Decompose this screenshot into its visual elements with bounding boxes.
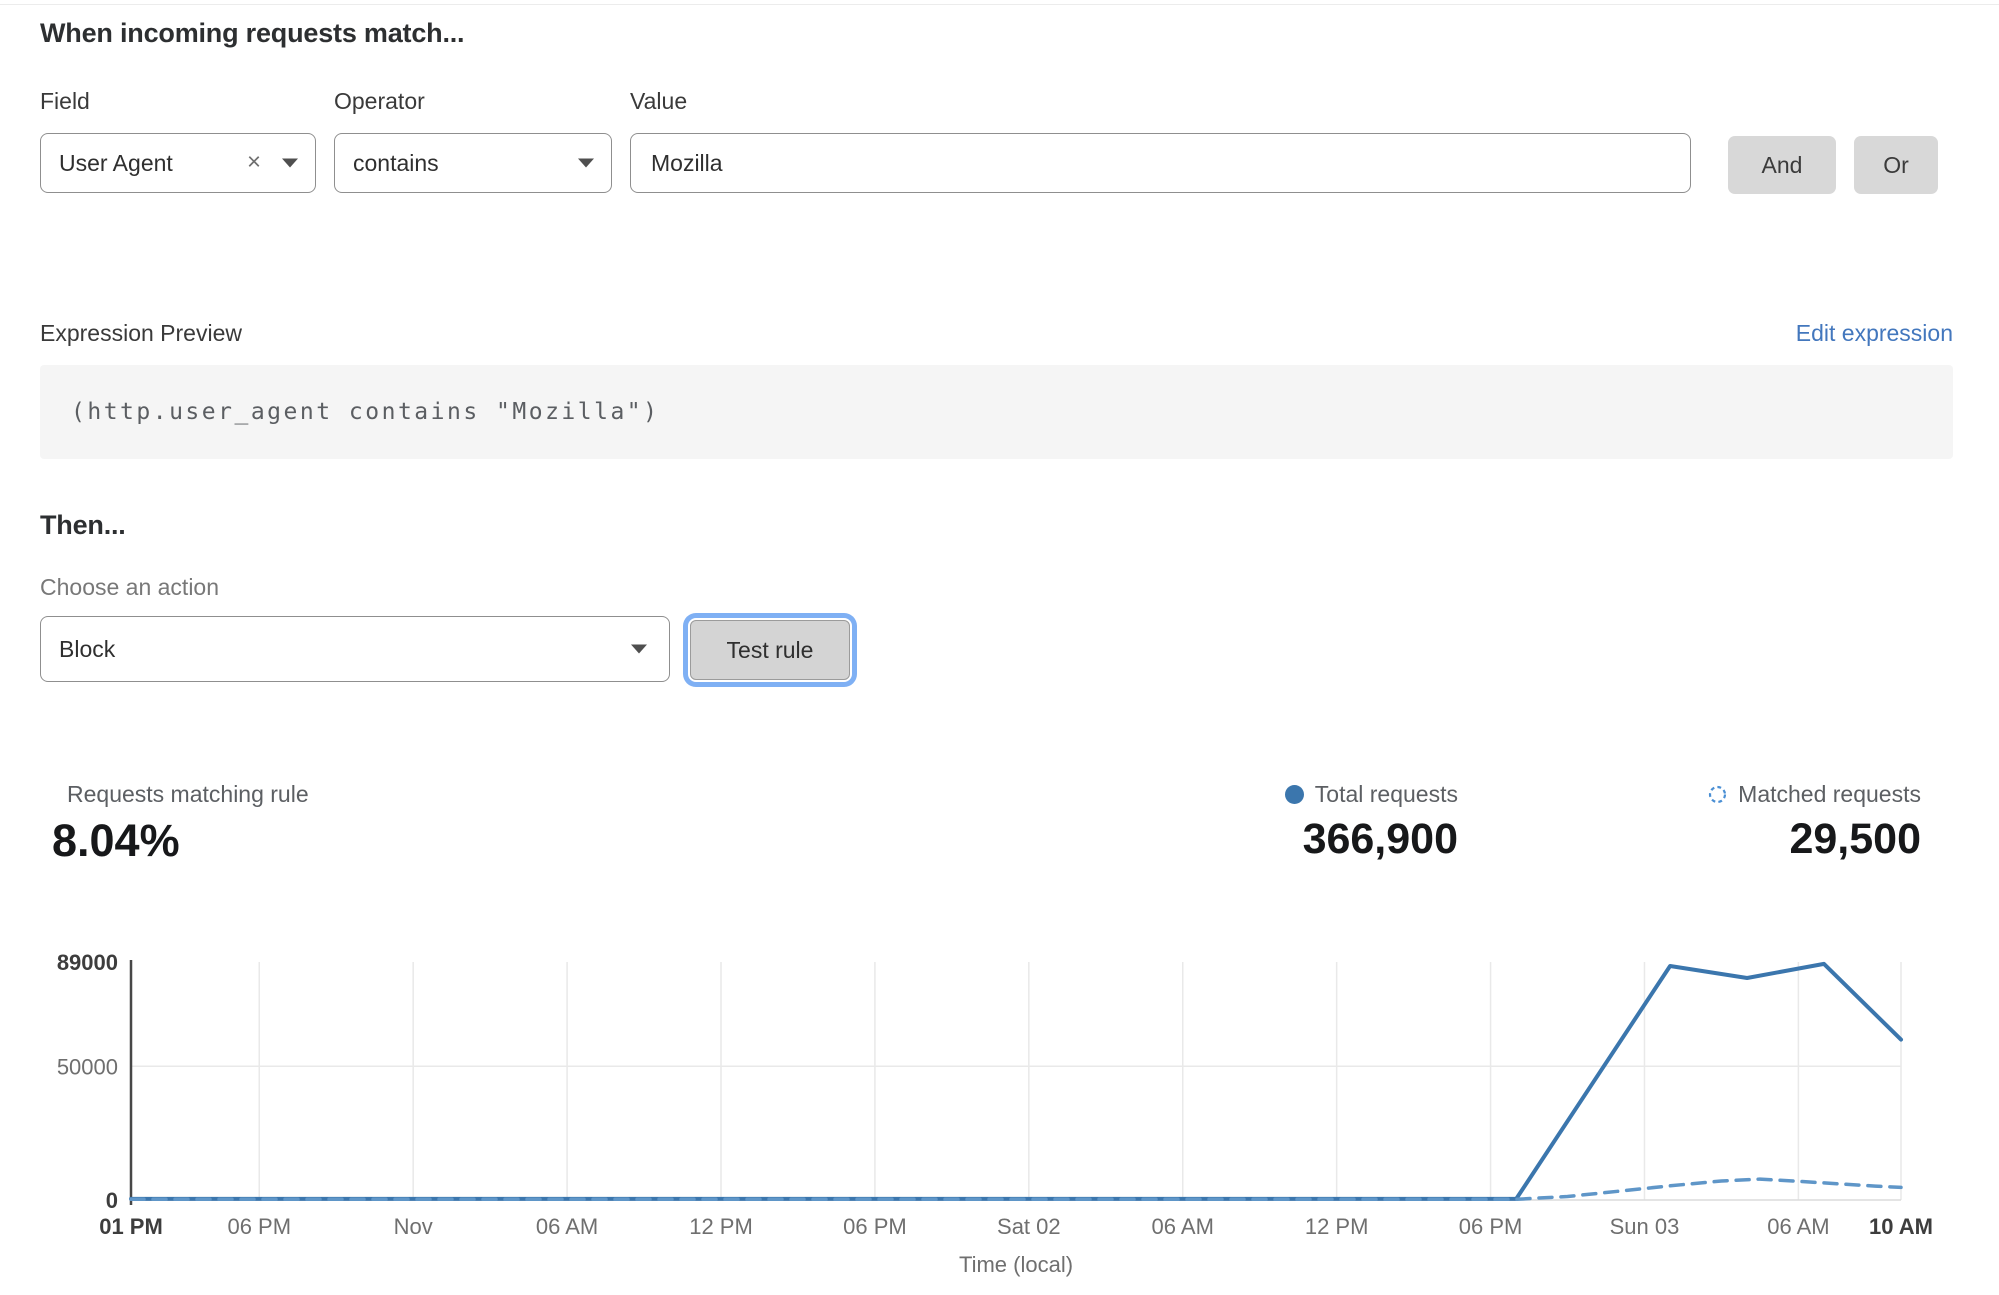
total-requests-label: Total requests <box>1314 781 1458 807</box>
choose-action-label: Choose an action <box>40 574 220 600</box>
x-tick-label: 06 PM <box>843 1214 907 1239</box>
y-tick-label: 50000 <box>57 1054 118 1079</box>
x-tick-label: 06 PM <box>1459 1214 1523 1239</box>
x-tick-label: Nov <box>394 1214 433 1239</box>
expression-code: (http.user_agent contains "Mozilla") <box>71 399 660 425</box>
x-tick-label: Sun 03 <box>1610 1214 1680 1239</box>
match-section-title: When incoming requests match... <box>40 18 465 48</box>
requests-matching-label: Requests matching rule <box>67 781 309 807</box>
matched-requests-dashed-circle-icon <box>1709 785 1727 804</box>
requests-matching-value: 8.04% <box>52 815 180 866</box>
chevron-down-icon <box>631 644 647 654</box>
field-label: Field <box>40 88 90 114</box>
total-requests-dot-icon <box>1284 785 1304 804</box>
x-tick-label: 01 PM <box>99 1214 163 1239</box>
x-tick-label: 06 AM <box>536 1214 598 1239</box>
action-select-value: Block <box>59 635 116 662</box>
clear-field-icon[interactable]: × <box>246 148 261 176</box>
or-button[interactable]: Or <box>1854 136 1938 194</box>
requests-chart-area: 0 50000 89000 01 PM 06 PM Nov 06 AM 12 PM 06 PM S… <box>0 930 1999 1295</box>
operator-select-value: contains <box>353 149 439 176</box>
operator-select[interactable]: contains <box>334 133 612 193</box>
test-rule-button[interactable]: Test rule <box>690 620 850 680</box>
field-select[interactable]: User Agent × <box>40 133 316 193</box>
x-tick-label: 06 AM <box>1152 1214 1214 1239</box>
edit-expression-link[interactable]: Edit expression <box>1795 320 1953 346</box>
chevron-down-icon <box>282 158 298 168</box>
top-divider <box>0 4 1999 5</box>
x-tick-label: 12 PM <box>1305 1214 1369 1239</box>
x-tick-label: 06 AM <box>1767 1214 1829 1239</box>
chevron-down-icon <box>578 158 594 168</box>
y-tick-label: 0 <box>106 1188 118 1213</box>
action-select[interactable]: Block <box>40 616 670 682</box>
expression-preview-box: (http.user_agent contains "Mozilla") <box>40 365 1953 459</box>
then-section-title: Then... <box>40 510 126 540</box>
operator-label: Operator <box>334 88 425 114</box>
matched-requests-label: Matched requests <box>1738 781 1921 807</box>
and-button[interactable]: And <box>1728 136 1836 194</box>
series-line-solid <box>129 961 1903 1201</box>
x-tick-label: 10 AM <box>1869 1214 1933 1239</box>
requests-chart: 0 50000 89000 01 PM 06 PM Nov 06 AM 12 PM 06 PM S… <box>57 950 1933 1277</box>
field-select-value: User Agent <box>59 149 173 176</box>
y-tick-label: 89000 <box>57 950 118 975</box>
expression-preview-label: Expression Preview <box>40 320 242 346</box>
x-tick-label: Sat 02 <box>997 1214 1061 1239</box>
legend-total-requests: Total requests 366,900 <box>1284 781 1458 864</box>
series-line-dashed <box>129 1177 1903 1202</box>
x-tick-label: 12 PM <box>689 1214 753 1239</box>
value-label: Value <box>630 88 688 114</box>
x-axis-title: Time (local) <box>959 1252 1073 1277</box>
x-tick-label: 06 PM <box>227 1214 291 1239</box>
matched-requests-value: 29,500 <box>1789 815 1921 863</box>
total-requests-value: 366,900 <box>1302 815 1458 863</box>
legend-matched-requests: Matched requests 29,500 <box>1708 781 1921 864</box>
value-input[interactable] <box>630 133 1691 193</box>
